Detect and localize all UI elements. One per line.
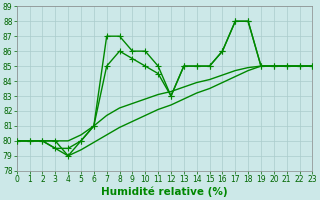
X-axis label: Humidité relative (%): Humidité relative (%) bbox=[101, 187, 228, 197]
